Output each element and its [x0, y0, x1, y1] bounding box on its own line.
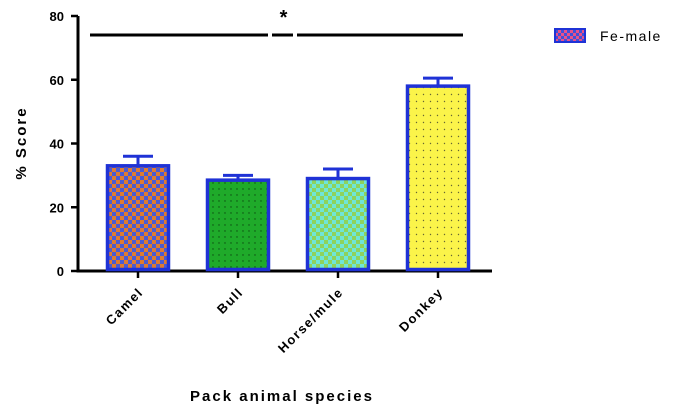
legend: Fe-male [554, 28, 662, 44]
x-tick-label: Horse/mule [275, 285, 346, 356]
x-tick-label: Donkey [396, 285, 446, 335]
y-tick-label: 20 [50, 200, 64, 215]
bar-bull [205, 178, 271, 272]
bar-camel [105, 164, 171, 272]
y-tick-label: 0 [57, 264, 64, 279]
y-tick-label: 80 [50, 9, 64, 24]
y-tick-label: 40 [50, 137, 64, 152]
bar-donkey [405, 84, 471, 272]
significance-annotation: * [90, 7, 463, 37]
x-tick-label: Bull [214, 285, 246, 317]
y-tick-label: 60 [50, 73, 64, 88]
legend-label: Fe-male [600, 28, 662, 44]
bar-horse-mule [305, 176, 371, 272]
significance-label: * [280, 7, 288, 29]
x-axis-title: Pack animal species [190, 388, 374, 405]
legend-swatch [554, 28, 586, 43]
y-axis-title: % Score [13, 106, 30, 179]
x-tick-label: Camel [103, 285, 147, 329]
bars: Camel Bull Horse/mule Donkey [103, 76, 471, 356]
